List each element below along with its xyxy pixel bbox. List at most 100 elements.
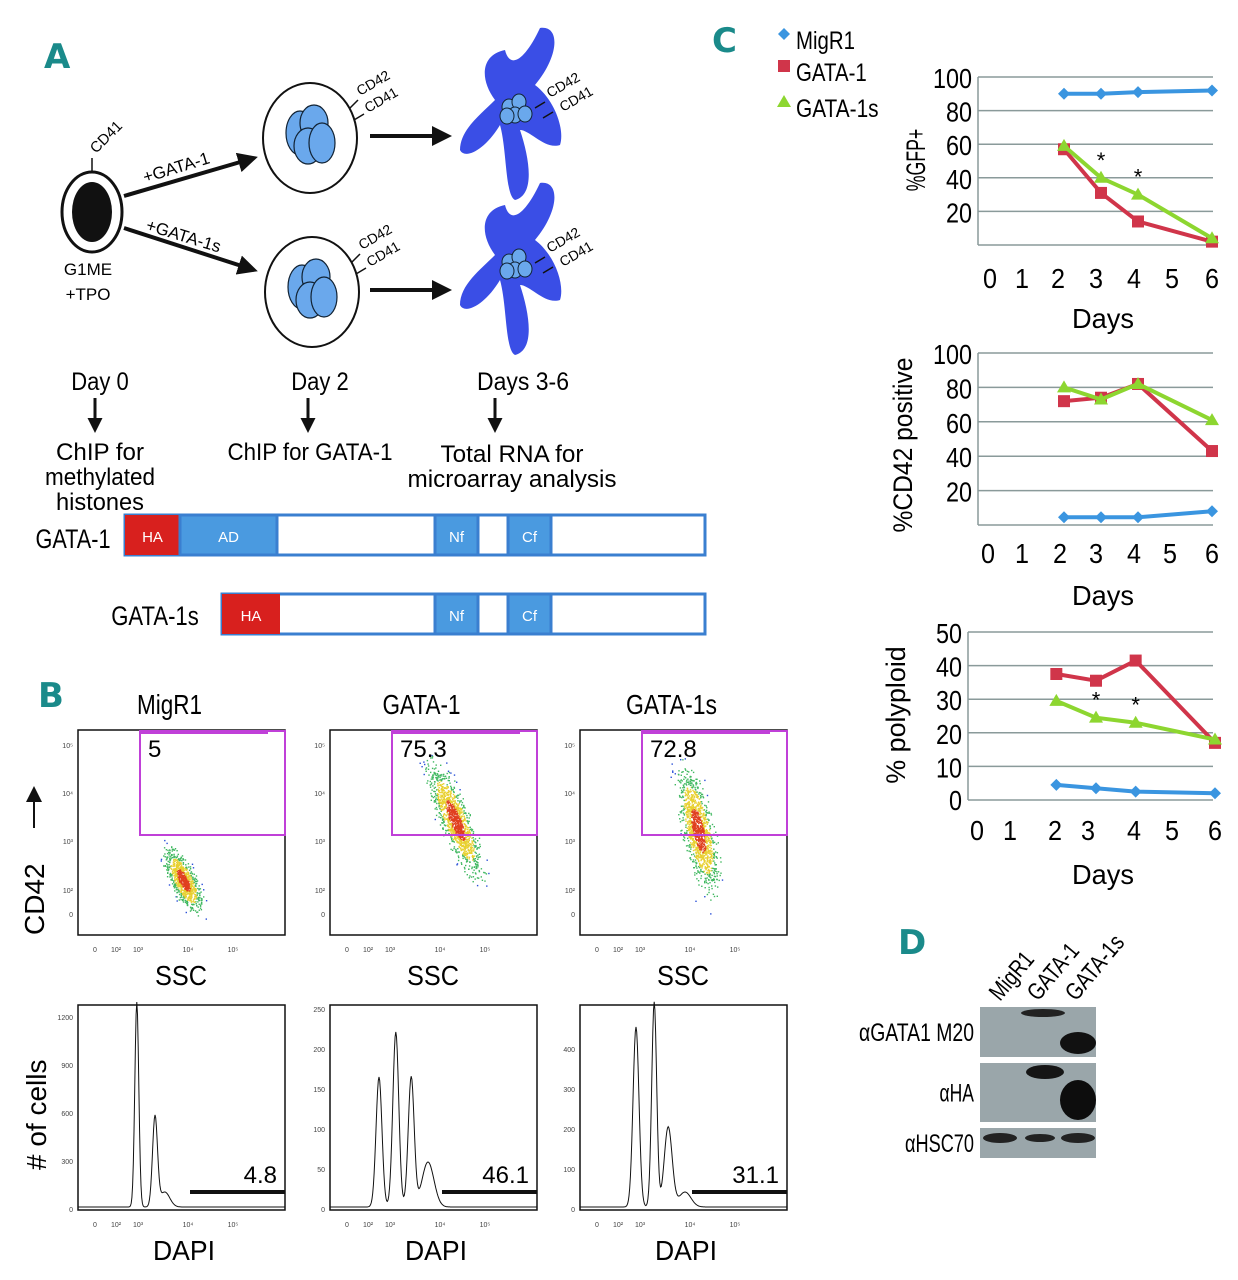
x-tick-label: 3 bbox=[1081, 815, 1095, 846]
gate-percent: 46.1 bbox=[482, 1162, 529, 1189]
y-axis-label: %CD42 positive bbox=[888, 358, 918, 533]
scatter-plot-migr1: MigR1 5 10⁵ 10⁴ 10³ 10² 0 0 10² 10³ 10⁴ 10⁵ SSC bbox=[62, 689, 286, 991]
blot-band bbox=[1025, 1134, 1055, 1142]
significance-asterisk: * bbox=[1097, 148, 1106, 173]
x-tick: 10² bbox=[111, 947, 122, 954]
y-tick-label: 60 bbox=[946, 408, 972, 439]
x-tick-label: 2 bbox=[1053, 538, 1067, 569]
stage-description: ChIP for GATA-1 bbox=[228, 439, 393, 466]
data-point bbox=[1095, 511, 1107, 524]
data-point bbox=[1094, 170, 1108, 183]
construct-name: GATA-1s bbox=[111, 601, 199, 631]
blot-band bbox=[1021, 1009, 1065, 1017]
series-line bbox=[1064, 509, 1213, 520]
arrow-gata1s bbox=[123, 226, 258, 275]
x-tick: 10⁴ bbox=[685, 947, 696, 954]
x-tick: 10³ bbox=[385, 947, 396, 954]
y-tick-label: 60 bbox=[946, 130, 972, 161]
x-tick-label: 0 bbox=[981, 538, 995, 569]
stage-day-label: Day 2 bbox=[291, 368, 349, 396]
domain-nf bbox=[433, 513, 480, 557]
antibody-label: αHA bbox=[940, 1080, 975, 1108]
x-tick-label: 6 bbox=[1205, 263, 1219, 294]
dapi-axis-label: DAPI bbox=[655, 1235, 717, 1266]
y-tick: 1200 bbox=[57, 1015, 73, 1022]
x-tick: 0 bbox=[345, 1222, 349, 1229]
stage-description: microarray analysis bbox=[408, 466, 617, 493]
legend-label: GATA-1 bbox=[796, 59, 867, 87]
y-tick: 200 bbox=[563, 1127, 575, 1134]
data-point bbox=[1209, 787, 1221, 800]
x-tick: 10⁵ bbox=[480, 947, 491, 954]
gate-percent: 31.1 bbox=[732, 1162, 779, 1189]
y-tick: 0 bbox=[69, 912, 73, 919]
x-tick: 10² bbox=[363, 947, 374, 954]
tpo-label: +TPO bbox=[66, 285, 111, 304]
x-tick: 10² bbox=[613, 1222, 624, 1229]
x-tick-label: 1 bbox=[1015, 538, 1029, 569]
x-tick-label: 4 bbox=[1127, 815, 1141, 846]
y-tick: 300 bbox=[563, 1087, 575, 1094]
y-tick-label: 10 bbox=[936, 752, 962, 783]
data-point bbox=[1095, 186, 1107, 199]
series-migr1 bbox=[1058, 505, 1218, 524]
stage-description: Total RNA for bbox=[441, 441, 584, 468]
x-tick: 0 bbox=[93, 1222, 97, 1229]
histogram-curve bbox=[78, 1001, 285, 1208]
scatter-title: GATA-1 bbox=[383, 689, 461, 720]
data-point bbox=[1206, 84, 1218, 97]
significance-asterisk: * bbox=[1134, 165, 1143, 190]
x-tick-label: 6 bbox=[1208, 815, 1222, 846]
x-tick-label: 4 bbox=[1127, 538, 1141, 569]
g1me-label: G1ME bbox=[64, 260, 112, 279]
y-tick-label: 50 bbox=[936, 618, 962, 649]
antibody-label: αHSC70 bbox=[905, 1130, 974, 1158]
histogram-curve bbox=[330, 1031, 537, 1208]
data-point bbox=[1058, 395, 1070, 408]
y-tick: 10³ bbox=[315, 839, 326, 846]
x-tick: 10³ bbox=[133, 947, 144, 954]
x-axis-label: Days bbox=[1072, 580, 1134, 611]
domain-ad bbox=[178, 513, 279, 557]
domain-label: Cf bbox=[522, 608, 538, 625]
stage-description: ChIP for bbox=[56, 439, 144, 466]
series-gata-1s bbox=[1057, 138, 1219, 244]
data-point bbox=[1057, 380, 1071, 393]
domain-cf bbox=[506, 592, 553, 636]
series-gata-1 bbox=[1058, 377, 1218, 458]
blot-band bbox=[1061, 1133, 1095, 1143]
x-tick: 0 bbox=[93, 947, 97, 954]
gate-percent: 5 bbox=[148, 736, 161, 763]
y-tick: 0 bbox=[321, 912, 325, 919]
data-point bbox=[1131, 376, 1145, 389]
dapi-histogram-2: 31.1 0 100 200 300 400 0 10² 10³ 10⁴ 10⁵ DAPI bbox=[563, 1001, 788, 1266]
y-tick: 10³ bbox=[63, 839, 74, 846]
domain-ha bbox=[125, 515, 180, 555]
y-tick: 10⁴ bbox=[62, 791, 73, 798]
x-tick: 10⁵ bbox=[228, 947, 239, 954]
domain-ha bbox=[222, 594, 280, 634]
x-tick: 10² bbox=[613, 947, 624, 954]
g1me-cell: CD41 G1ME +TPO bbox=[60, 118, 126, 304]
stage-description: histones bbox=[56, 489, 144, 516]
gate-percent: 72.8 bbox=[650, 736, 697, 763]
x-tick-label: 2 bbox=[1048, 815, 1062, 846]
y-tick: 10⁵ bbox=[62, 743, 73, 750]
data-point bbox=[1095, 87, 1107, 100]
y-tick-label: 80 bbox=[946, 373, 972, 404]
y-axis-label: % polyploid bbox=[881, 646, 911, 784]
domain-nf bbox=[433, 592, 480, 636]
arrow-gata1s-label: +GATA-1s bbox=[144, 216, 223, 257]
legend-item-gata-1s: GATA-1s bbox=[777, 95, 879, 123]
x-tick-label: 2 bbox=[1051, 263, 1065, 294]
x-tick: 10³ bbox=[133, 1222, 144, 1229]
y-axis-label: %GFP+ bbox=[901, 129, 931, 192]
x-tick-label: 1 bbox=[1015, 263, 1029, 294]
data-point bbox=[1205, 231, 1219, 244]
y-tick-label: 20 bbox=[936, 719, 962, 750]
y-tick: 250 bbox=[313, 1007, 325, 1014]
